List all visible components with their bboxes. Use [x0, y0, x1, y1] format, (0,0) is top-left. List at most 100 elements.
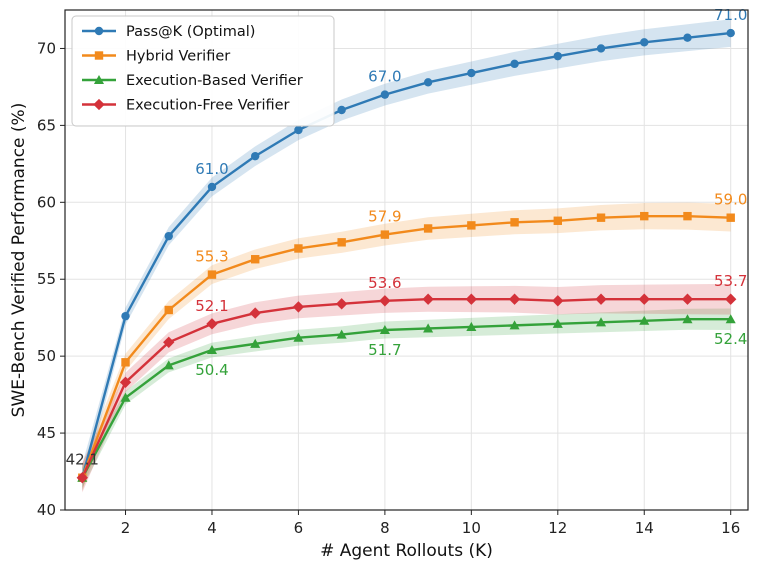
x-tick-label: 16 [721, 519, 740, 537]
execution-based-verifier-point [206, 344, 218, 355]
hybrid-verifier-point [207, 270, 217, 279]
pass-k-optimal-point [121, 311, 130, 321]
start-data-label: 42.1 [66, 451, 99, 469]
pass-k-optimal-point [164, 231, 173, 241]
execution-based-verifier-point [682, 314, 693, 324]
execution-based-verifier-data-label: 50.4 [195, 361, 228, 379]
x-tick-label: 2 [121, 519, 131, 537]
hybrid-verifier-point [294, 244, 303, 253]
execution-based-verifier-point [293, 332, 304, 342]
execution-free-verifier-point [119, 376, 132, 388]
hybrid-verifier-point [337, 238, 346, 247]
x-tick-labels: 2 4 6 8 10 12 14 16 [121, 510, 740, 537]
legend-hybrid-verifier-label: Hybrid Verifier [126, 49, 230, 65]
x-tick-label: 10 [462, 519, 481, 537]
pass-k-optimal-point [423, 78, 433, 87]
execution-free-verifier-point [76, 472, 88, 484]
execution-free-verifier-data-label: 52.1 [195, 297, 228, 315]
execution-based-verifier-point [639, 315, 650, 325]
hybrid-verifier-point [251, 255, 260, 264]
hybrid-verifier-point [121, 358, 130, 367]
execution-free-verifier-point [249, 307, 261, 319]
execution-free-verifier-band [82, 283, 731, 493]
x-tick-label: 12 [548, 519, 567, 537]
hybrid-verifier-point [683, 211, 692, 221]
pass-k-optimal-point [337, 105, 346, 115]
legend-execution-free-verifier-label: Execution-Free Verifier [126, 98, 290, 114]
execution-based-verifier-data-label: 51.7 [368, 341, 401, 359]
y-tick-labels: 40 45 50 55 60 65 70 [37, 39, 65, 519]
pass-k-optimal-point [207, 182, 217, 192]
pass-k-optimal-point [380, 90, 390, 99]
execution-based-verifier-point [379, 324, 390, 335]
pass-k-optimal-point [294, 125, 303, 135]
legend-execution-based-verifier-marker [93, 74, 105, 85]
execution-free-verifier-point [552, 295, 564, 307]
y-tick-label: 40 [37, 501, 56, 519]
hybrid-verifier-data-label: 59.0 [714, 191, 747, 209]
y-tick-label: 65 [37, 116, 56, 134]
y-tick-label: 45 [37, 424, 56, 442]
hybrid-verifier-point [510, 218, 519, 227]
y-tick-label: 55 [37, 270, 56, 288]
pass-k-optimal-point [510, 59, 519, 69]
execution-free-verifier-point [292, 301, 305, 313]
pass-k-optimal-line [81, 31, 731, 479]
pass-k-optimal-point [596, 44, 606, 53]
plot-frame [64, 9, 749, 511]
y-tick-label: 60 [37, 193, 56, 211]
execution-free-verifier-point [638, 293, 650, 305]
hybrid-verifier-data-label: 57.9 [368, 208, 401, 226]
legend-execution-free-verifier-marker [93, 98, 105, 111]
legend: Pass@K (Optimal) Hybrid Verifier Execution… [71, 15, 335, 127]
execution-based-verifier-point [163, 360, 174, 370]
execution-based-verifier-data-label: 52.4 [714, 330, 747, 348]
pass-k-optimal-point [640, 38, 649, 47]
execution-based-verifier-point [725, 314, 736, 324]
hybrid-verifier-point [164, 305, 173, 315]
execution-free-verifier-point [335, 298, 348, 310]
execution-free-verifier-data-label: 53.6 [368, 274, 401, 292]
grid [65, 10, 748, 511]
y-tick-label: 70 [37, 39, 56, 57]
execution-free-verifier-line [81, 298, 731, 479]
execution-free-verifier-point [206, 318, 218, 330]
hybrid-verifier-data-label: 55.3 [195, 248, 228, 266]
pass-k-optimal-point [251, 151, 260, 161]
hybrid-verifier-point [467, 221, 476, 230]
execution-based-verifier-point [552, 318, 563, 328]
hybrid-verifier-point [423, 224, 433, 233]
execution-free-verifier-point [595, 293, 607, 305]
execution-based-verifier-point [250, 338, 261, 348]
execution-based-verifier-point [509, 320, 520, 330]
hybrid-verifier-point [380, 230, 390, 239]
execution-free-verifier-data-label: 53.7 [714, 272, 747, 290]
series-markers [76, 28, 737, 484]
data-labels: 61.0 67.0 71.0 55.3 57.9 59.0 50.4 51.7 52.4 52.1… [66, 6, 748, 469]
legend-pass-k-optimal-label: Pass@K (Optimal) [126, 24, 255, 40]
execution-free-verifier-point [725, 293, 737, 305]
execution-free-verifier-point [508, 293, 521, 305]
execution-free-verifier-point [379, 295, 391, 307]
pass-k-optimal-data-label: 61.0 [195, 160, 228, 178]
hybrid-verifier-point [640, 211, 649, 221]
hybrid-verifier-point [553, 216, 562, 225]
series-lines [81, 31, 731, 479]
x-axis-title: # Agent Rollouts (K) [320, 541, 493, 561]
hybrid-verifier-point [596, 213, 606, 222]
x-tick-label: 4 [207, 519, 217, 537]
pass-k-optimal-data-label: 71.0 [714, 6, 747, 24]
pass-k-optimal-point [553, 51, 562, 61]
legend-pass-k-optimal-marker [94, 26, 104, 36]
y-tick-label: 50 [37, 347, 56, 365]
x-tick-label: 6 [294, 519, 304, 537]
execution-free-verifier-point [163, 336, 175, 348]
hybrid-verifier-line [81, 214, 731, 479]
execution-free-verifier-point [422, 293, 434, 305]
execution-based-verifier-line [81, 318, 731, 479]
x-tick-label: 8 [380, 519, 390, 537]
legend-box [71, 15, 335, 127]
execution-based-verifier-point [466, 321, 477, 331]
confidence-bands [82, 19, 731, 493]
